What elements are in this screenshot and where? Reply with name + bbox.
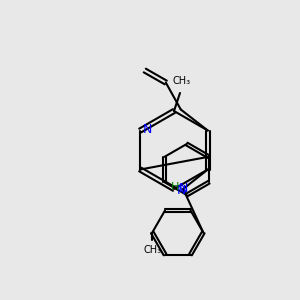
Text: N: N	[143, 122, 152, 136]
Text: N: N	[177, 184, 186, 197]
Text: CH₃: CH₃	[172, 76, 190, 85]
Text: N: N	[178, 182, 188, 196]
Text: CH₃: CH₃	[143, 244, 161, 254]
Text: H: H	[171, 182, 179, 193]
